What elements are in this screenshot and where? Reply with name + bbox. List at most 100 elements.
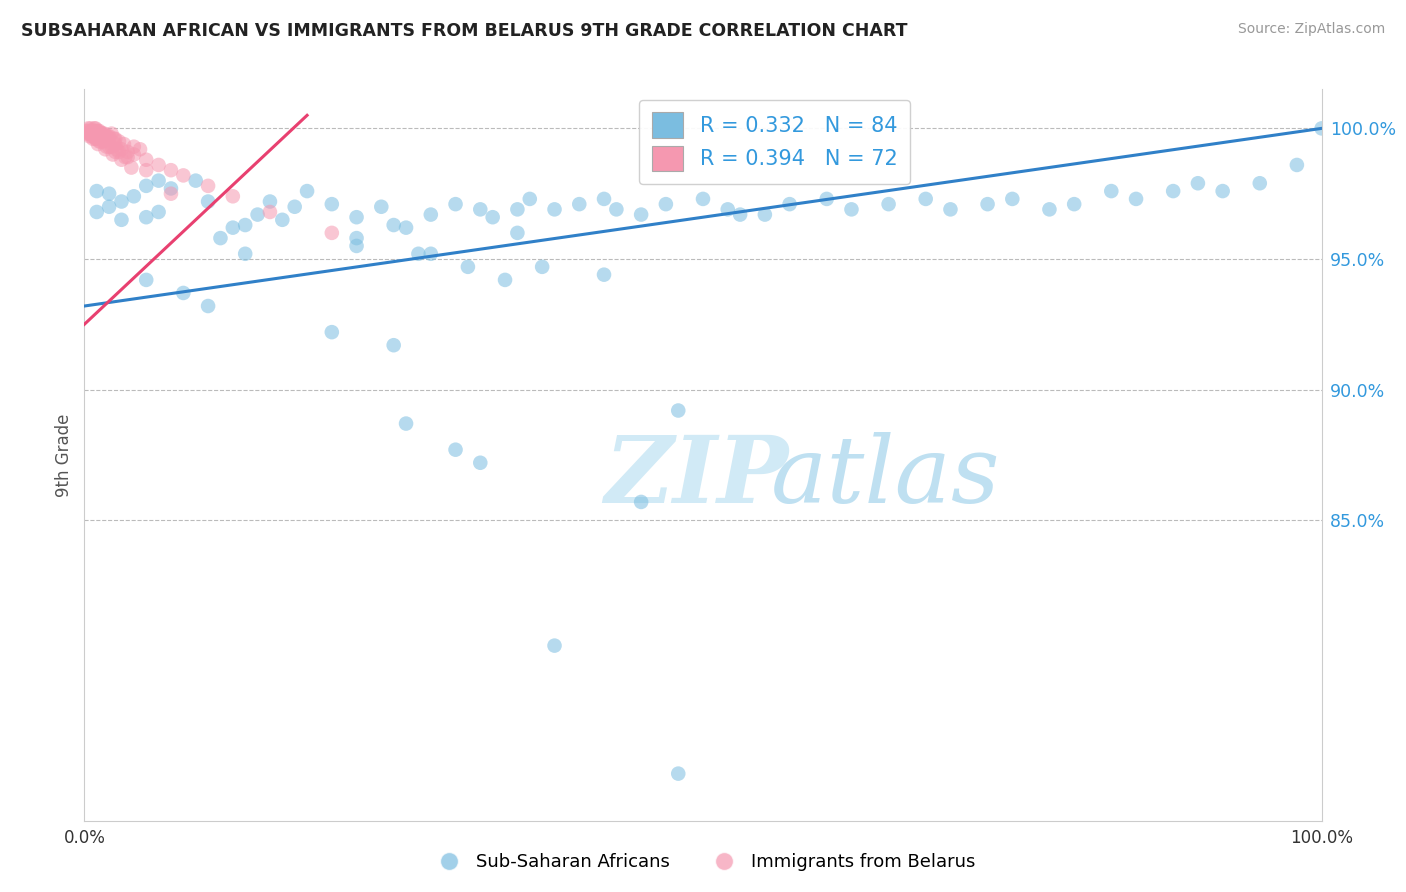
- Point: [108, 135, 131, 149]
- Point: [630, 208, 652, 222]
- Point: [593, 268, 616, 282]
- Point: [1161, 184, 1184, 198]
- Point: [84, 121, 107, 136]
- Point: [91, 132, 114, 146]
- Point: [108, 145, 131, 159]
- Point: [135, 153, 157, 167]
- Point: [135, 273, 157, 287]
- Point: [172, 285, 194, 300]
- Point: [531, 260, 554, 274]
- Point: [89, 124, 111, 138]
- Point: [197, 178, 219, 193]
- Point: [91, 127, 114, 141]
- Point: [444, 197, 467, 211]
- Point: [233, 247, 256, 261]
- Point: [692, 192, 714, 206]
- Point: [1212, 184, 1234, 198]
- Point: [160, 163, 183, 178]
- Point: [197, 194, 219, 209]
- Point: [83, 121, 105, 136]
- Point: [96, 129, 118, 144]
- Point: [110, 153, 132, 167]
- Point: [976, 197, 998, 211]
- Point: [209, 231, 232, 245]
- Point: [1125, 192, 1147, 206]
- Text: Source: ZipAtlas.com: Source: ZipAtlas.com: [1237, 22, 1385, 37]
- Point: [76, 127, 98, 141]
- Point: [346, 211, 368, 225]
- Point: [160, 186, 183, 201]
- Legend: Sub-Saharan Africans, Immigrants from Belarus: Sub-Saharan Africans, Immigrants from Be…: [423, 847, 983, 879]
- Point: [655, 197, 678, 211]
- Point: [408, 247, 430, 261]
- Point: [259, 205, 281, 219]
- Point: [135, 211, 157, 225]
- Point: [271, 212, 294, 227]
- Point: [97, 129, 120, 144]
- Point: [382, 218, 405, 232]
- Point: [1038, 202, 1060, 217]
- Point: [395, 417, 418, 431]
- Point: [86, 184, 108, 198]
- Point: [79, 121, 101, 136]
- Point: [457, 260, 479, 274]
- Point: [112, 136, 135, 151]
- Point: [419, 247, 441, 261]
- Point: [222, 189, 245, 203]
- Y-axis label: 9th Grade: 9th Grade: [55, 413, 73, 497]
- Point: [84, 132, 107, 146]
- Point: [86, 127, 108, 141]
- Point: [110, 212, 132, 227]
- Point: [841, 202, 863, 217]
- Point: [1063, 197, 1085, 211]
- Point: [543, 639, 565, 653]
- Point: [100, 127, 122, 141]
- Point: [148, 205, 170, 219]
- Point: [754, 208, 776, 222]
- Point: [79, 127, 101, 141]
- Point: [117, 150, 139, 164]
- Point: [80, 124, 103, 138]
- Text: SUBSAHARAN AFRICAN VS IMMIGRANTS FROM BELARUS 9TH GRADE CORRELATION CHART: SUBSAHARAN AFRICAN VS IMMIGRANTS FROM BE…: [21, 22, 908, 40]
- Point: [666, 766, 689, 780]
- Point: [135, 163, 157, 178]
- Point: [103, 132, 125, 146]
- Point: [346, 231, 368, 245]
- Point: [1249, 176, 1271, 190]
- Point: [104, 132, 127, 146]
- Point: [98, 129, 121, 144]
- Point: [98, 200, 121, 214]
- Point: [346, 239, 368, 253]
- Point: [122, 139, 145, 153]
- Point: [122, 189, 145, 203]
- Point: [101, 147, 124, 161]
- Point: [321, 226, 343, 240]
- Point: [494, 273, 516, 287]
- Point: [506, 226, 529, 240]
- Point: [89, 127, 111, 141]
- Point: [120, 161, 142, 175]
- Point: [82, 132, 104, 146]
- Point: [184, 174, 207, 188]
- Point: [593, 192, 616, 206]
- Point: [114, 150, 136, 164]
- Point: [605, 202, 627, 217]
- Point: [98, 186, 121, 201]
- Point: [246, 208, 269, 222]
- Point: [82, 124, 104, 138]
- Point: [444, 442, 467, 457]
- Point: [83, 129, 105, 144]
- Point: [80, 129, 103, 144]
- Point: [117, 145, 139, 159]
- Point: [97, 135, 120, 149]
- Point: [96, 139, 118, 153]
- Point: [1099, 184, 1122, 198]
- Point: [79, 127, 101, 141]
- Point: [939, 202, 962, 217]
- Point: [1001, 192, 1024, 206]
- Point: [80, 124, 103, 138]
- Point: [728, 208, 751, 222]
- Point: [284, 200, 307, 214]
- Point: [110, 194, 132, 209]
- Point: [122, 147, 145, 161]
